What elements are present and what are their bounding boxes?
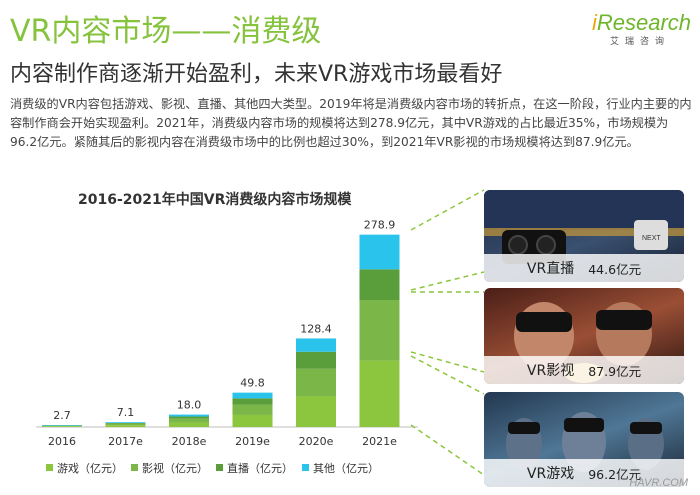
chart-title: 2016-2021年中国VR消费级内容市场规模 [78,192,352,208]
total-label: 128.4 [300,322,332,335]
x-tick-label: 2016 [48,435,76,448]
x-tick-label: 2017e [108,435,143,448]
legend-label: 直播（亿元） [227,461,293,475]
bar-segment [105,423,146,426]
bar-segment [296,396,336,427]
legend-label: 游戏（亿元） [57,462,123,475]
total-label: 18.0 [177,399,202,412]
bar-segment [42,425,82,426]
bar-segment [42,425,82,427]
bar-segment [359,300,400,361]
logo-subtext: 艾瑞咨询 [609,37,670,47]
bar-segment [169,416,209,419]
iresearch-logo: iResearch 艾瑞咨询 [592,10,692,47]
svg-text:NEXT: NEXT [642,235,661,242]
x-tick-label: 2018e [172,435,207,448]
legend-swatch [46,464,53,471]
market-size-chart: 2.7 2016 7.1 2017e 18.0 2018e 49.8 2019e 128.4 20… [36,219,418,475]
bar-segment [232,414,273,427]
x-tick-label: 2019e [235,435,270,448]
legend-swatch [216,464,223,471]
legend-swatch [131,464,138,471]
bar-segment [169,418,209,423]
vr-camera-image: NEXT [484,190,684,264]
bar-segment [296,338,336,352]
x-tick-label: 2021e [362,435,397,448]
total-label: 49.8 [240,377,265,390]
bar-segment [359,360,400,427]
bar-segment [169,422,209,427]
photo-vr-game: VR游戏 96.2亿元 [484,392,684,487]
logo-brand: iResearch [592,10,692,35]
legend-label: 影视（亿元） [142,461,208,475]
photo-label: VR游戏 96.2亿元 [484,459,684,487]
total-label: 2.7 [53,409,71,422]
legend-swatch [302,464,309,471]
bar-segment [105,422,146,423]
photo-label: VR影视 87.9亿元 [484,356,684,384]
legend-label: 其他（亿元） [313,462,379,475]
bar-segment [169,414,209,417]
page-subtitle: 内容制作商逐渐开始盈利，未来VR游戏市场最看好 [10,62,503,87]
total-label: 7.1 [117,406,135,419]
bar-segment [359,269,400,301]
bar-segment [232,404,273,415]
bar-segment [42,426,82,427]
photo-label: VR直播 44.6亿元 [484,254,684,282]
vr-gamers-image [506,412,664,472]
bar-segment [359,234,400,270]
photo-vr-film: VR影视 87.9亿元 [484,288,684,384]
vr-headset-audience-image [514,302,652,383]
bar-segment [296,368,336,397]
bar-segment [42,425,82,426]
bar-segment [296,351,336,369]
bar-segment [232,398,273,405]
bar-segment [105,422,146,424]
photo-vr-live: NEXT VR直播 44.6亿元 [484,190,684,282]
x-tick-label: 2020e [299,435,334,448]
total-label: 278.9 [364,219,396,232]
body-paragraph: 消费级的VR内容包括游戏、影视、直播、其他四大类型。2019年将是消费级内容市场… [10,97,692,149]
site-watermark: HAVR.COM [629,477,688,489]
bar-segment [105,425,146,427]
page-title: VR内容市场——消费级 [10,14,322,49]
bar-segment [232,392,273,399]
